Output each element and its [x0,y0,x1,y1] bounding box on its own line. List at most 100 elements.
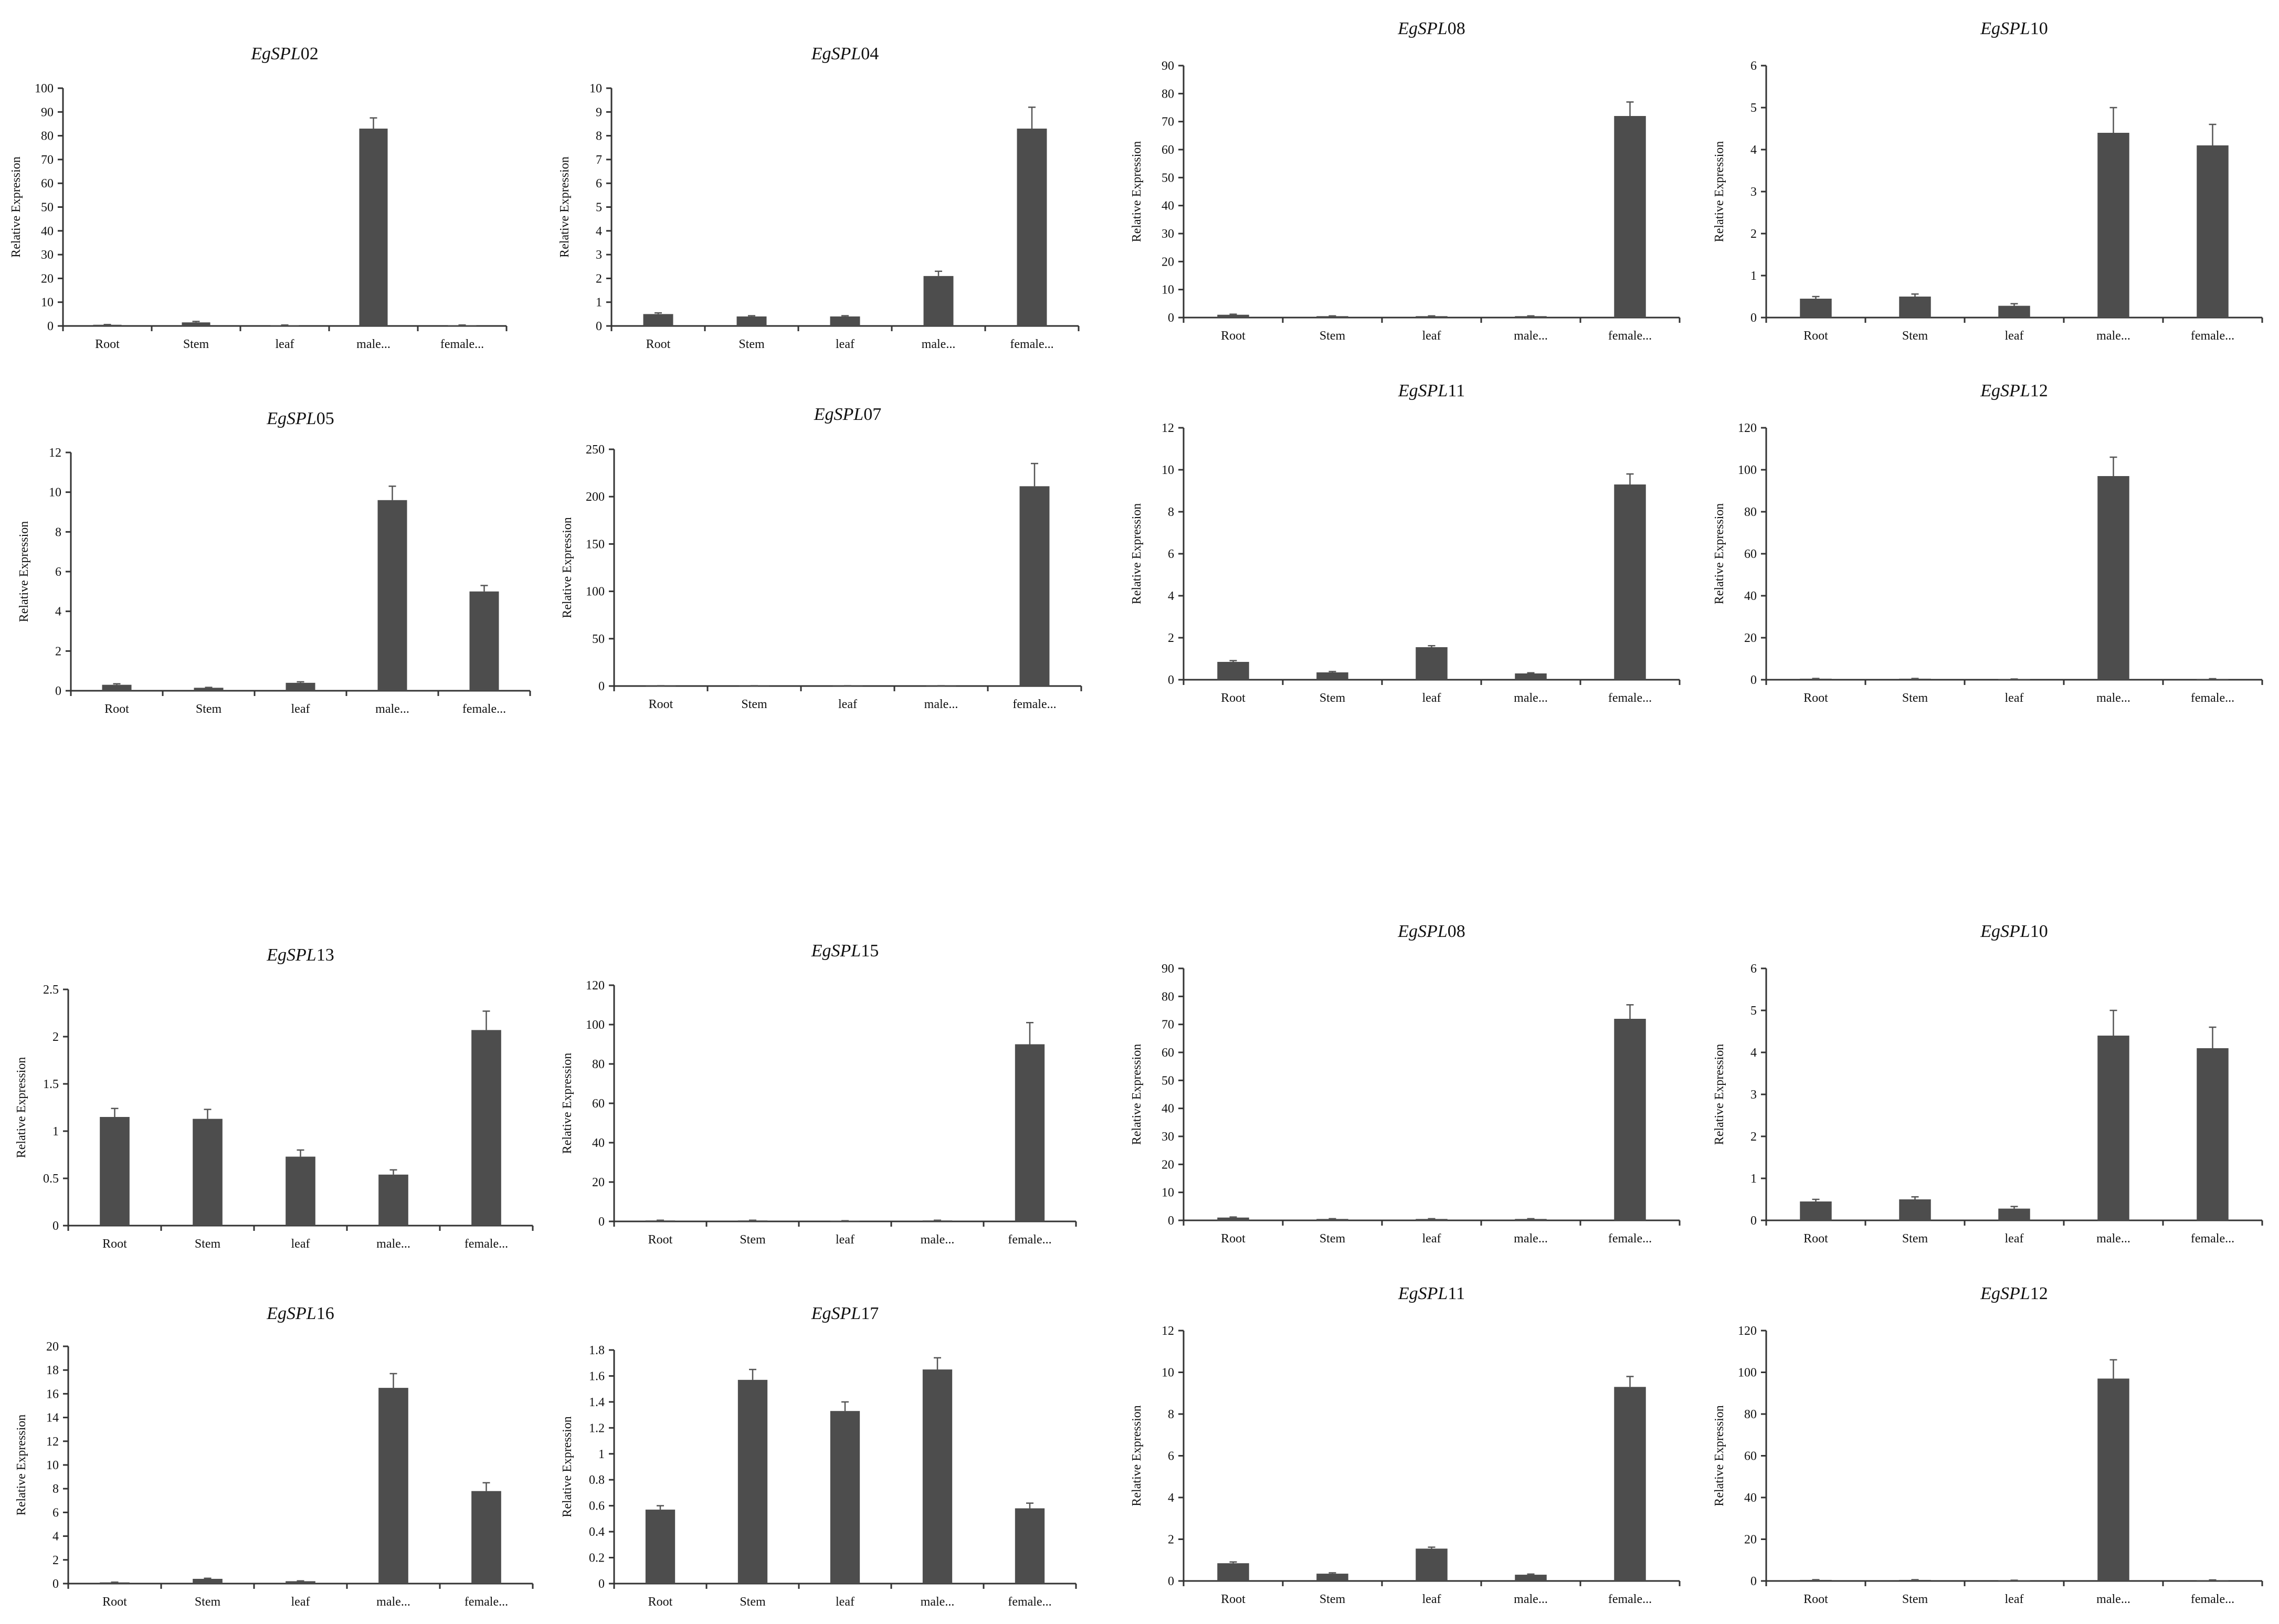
bar [1316,1574,1348,1581]
bar [645,1220,676,1221]
x-category-label: leaf [1422,1593,1441,1606]
y-tick-label: 40 [1162,1102,1174,1116]
chart-title-number: 13 [316,945,334,965]
y-tick-label: 2 [1750,227,1757,241]
y-tick-label: 6 [1750,59,1757,73]
bar [469,591,499,691]
y-tick-label: 50 [1162,171,1174,185]
chart-title: EgSPL17 [811,1304,879,1323]
x-category-label: leaf [2005,1593,2024,1606]
y-tick-label: 100 [586,1018,605,1032]
chart-panel: EgSPL04 Relative Expression 0 1 2 3 4 5 6 7 8 9 10 Ro… [558,44,1080,351]
bar [1899,1199,1931,1220]
chart-title: EgSPL11 [1398,381,1465,400]
y-tick-label: 40 [1744,589,1757,603]
chart-title: EgSPL12 [1980,381,2048,400]
chart-title-prefix: EgSPL [1980,922,2030,941]
y-tick-label: 0 [47,320,54,333]
bar [2197,1048,2229,1220]
x-category-label: female... [2191,1593,2234,1606]
x-category-label: male... [921,1233,955,1247]
y-tick-label: 1 [1750,269,1757,283]
chart-title-number: 16 [316,1304,334,1323]
bar [1217,314,1249,318]
y-tick-label: 120 [1738,1324,1757,1338]
y-tick-label: 40 [41,225,54,238]
y-tick-label: 2 [1750,1130,1757,1144]
x-category-label: leaf [2005,329,2024,343]
x-category-label: female... [2191,691,2234,705]
y-tick-label: 30 [1162,227,1174,241]
y-axis-label: Relative Expression [1713,141,1726,242]
x-category-label: Stem [183,338,209,351]
y-tick-label: 8 [1168,505,1174,519]
y-tick-label: 6 [1168,1450,1174,1463]
x-category-label: Stem [740,1595,766,1609]
chart-title: EgSPL16 [266,1304,334,1323]
bar [100,1117,130,1226]
x-category-label: male... [2096,329,2130,343]
y-tick-label: 3 [596,248,602,262]
y-tick-label: 5 [596,201,602,215]
y-tick-label: 10 [1162,1186,1174,1200]
chart-title-prefix: EgSPL [1397,922,1447,941]
y-tick-label: 60 [1744,547,1757,561]
bar [2097,476,2129,680]
bar [378,1388,408,1584]
y-tick-label: 0 [598,1215,605,1229]
y-tick-label: 30 [1162,1130,1174,1144]
y-tick-label: 0 [55,684,61,698]
chart-title-prefix: EgSPL [266,945,316,965]
bar [102,684,132,691]
y-tick-label: 2 [52,1030,59,1044]
x-category-label: male... [921,1595,955,1609]
chart-title: EgSPL04 [811,44,879,64]
y-tick-label: 60 [1162,143,1174,157]
chart-title-prefix: EgSPL [250,44,300,64]
y-tick-label: 0 [598,1577,605,1591]
y-tick-label: 7 [596,153,602,167]
chart-title-number: 10 [2030,922,2048,941]
x-category-label: female... [1008,1595,1051,1609]
y-tick-label: 14 [46,1411,59,1425]
x-category-label: male... [356,338,391,351]
x-category-label: female... [1008,1233,1051,1247]
bar [100,1582,130,1584]
y-tick-label: 10 [1162,283,1174,297]
x-category-label: female... [2191,329,2234,343]
y-tick-label: 0 [598,680,605,693]
y-tick-label: 2 [1168,631,1174,645]
x-category-label: Stem [740,1233,766,1247]
chart-panel: EgSPL12 Relative Expression 0 20 40 60 80 100 12… [1713,381,2263,705]
chart-title-number: 12 [2030,1284,2048,1303]
x-category-label: male... [924,698,958,711]
bar [286,1581,315,1584]
y-tick-label: 90 [41,106,54,119]
bar [736,316,767,326]
x-category-label: Root [102,1237,127,1251]
bar [1515,316,1547,318]
y-tick-label: 0.6 [589,1500,605,1513]
y-tick-label: 0 [52,1219,59,1233]
bar [737,1220,768,1221]
y-tick-label: 20 [1744,1533,1757,1547]
bar [1217,1217,1249,1220]
bar [922,1369,953,1584]
y-tick-label: 1.4 [589,1396,605,1409]
y-tick-label: 20 [1744,631,1757,645]
y-tick-label: 10 [1162,463,1174,477]
y-tick-label: 50 [41,201,54,215]
y-tick-label: 0 [1168,1575,1174,1588]
bar [1614,1019,1646,1220]
x-category-label: leaf [836,1233,854,1247]
y-tick-label: 200 [586,490,605,504]
x-category-label: Stem [1320,1593,1346,1606]
y-tick-label: 1.2 [589,1421,605,1435]
chart-title-prefix: EgSPL [814,405,863,424]
y-tick-label: 2 [1168,1533,1174,1547]
y-axis-label: Relative Expression [1130,1044,1144,1145]
y-tick-label: 0.4 [589,1525,605,1539]
chart-panel: EgSPL12 Relative Expression 0 20 40 60 80 100 12… [1713,1284,2263,1606]
y-tick-label: 80 [41,130,54,143]
bar [1019,486,1050,686]
